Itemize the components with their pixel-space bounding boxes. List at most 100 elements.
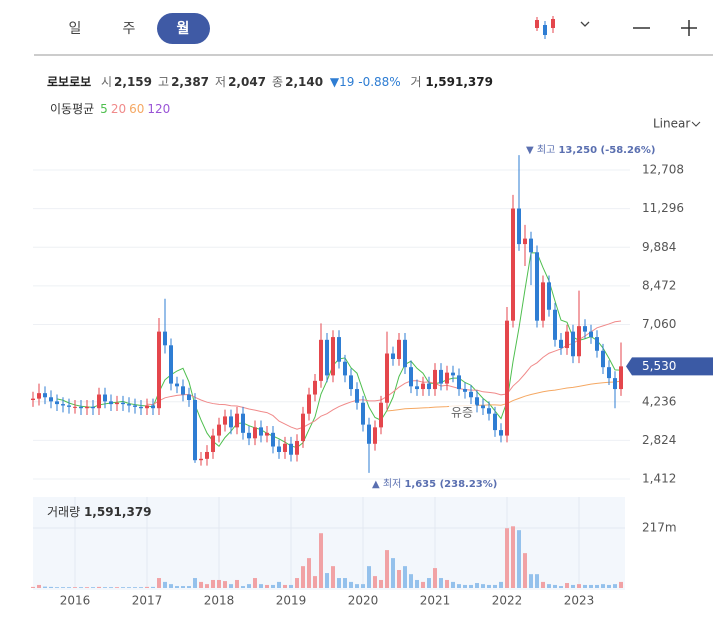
volume-bar (175, 586, 179, 588)
last-price-label: 5,530 (642, 359, 676, 373)
candle-body (301, 413, 305, 442)
field-key: 고 (158, 75, 170, 89)
volume-bar (157, 578, 161, 588)
field-key: 거 (410, 75, 422, 89)
candle-body (43, 393, 47, 398)
candle-body (571, 331, 575, 357)
candle-body (487, 408, 491, 414)
candle-body (385, 353, 389, 403)
dropdown-chevron[interactable] (580, 21, 590, 27)
zoom-in[interactable] (681, 20, 697, 36)
scale-chevron[interactable] (691, 121, 701, 127)
candle-body (151, 405, 155, 409)
volume-bar (55, 587, 59, 588)
volume-bar (199, 581, 203, 588)
x-tick-label: 2017 (132, 594, 163, 608)
volume-bar (619, 581, 623, 588)
max-value: 13,250 (-58.26%) (558, 145, 655, 156)
volume-bar (589, 584, 593, 588)
candle-body (379, 402, 383, 428)
field-key: 시 (101, 75, 113, 89)
chart-type-icon[interactable] (535, 16, 555, 39)
volume-bar (337, 578, 341, 588)
volume-bar (475, 583, 479, 588)
volume-bar (31, 586, 35, 588)
volume-bar (571, 584, 575, 588)
volume-bar (397, 570, 401, 588)
field-value: 1,591,379 (425, 75, 493, 89)
volume-bar (91, 587, 95, 588)
candle-body (271, 432, 275, 447)
max-annotation: ▼ 최고 13,250 (-58.26%) (526, 144, 655, 156)
volume-bar (517, 530, 521, 588)
candle-body (145, 405, 149, 409)
field-value: 2,140 (285, 75, 324, 89)
volume-bar (163, 581, 167, 588)
candle-body (31, 398, 35, 401)
scale-label[interactable]: Linear (653, 117, 690, 131)
change: ▼19 -0.88% (329, 75, 401, 89)
volume-bar (295, 578, 299, 588)
candle-body (91, 406, 95, 409)
candle-body (259, 427, 263, 436)
candle-body (295, 441, 299, 455)
y-tick-label: 4,236 (642, 394, 676, 408)
y-tick-label: 8,472 (642, 278, 676, 292)
volume-bar (529, 574, 533, 588)
tab-active-bg[interactable] (157, 13, 210, 44)
candle-body (187, 394, 191, 401)
candle-body (421, 383, 425, 390)
candle-body (553, 309, 557, 340)
candle-body (493, 413, 497, 431)
volume-bar (385, 550, 389, 588)
volume-bar (565, 583, 569, 588)
volume-bar (73, 587, 77, 588)
candle-body (475, 397, 479, 406)
volume-bar (505, 528, 509, 588)
candle-body (169, 345, 173, 384)
volume-bar (577, 584, 581, 588)
volume-bar (109, 587, 113, 588)
volume-bar (61, 587, 65, 588)
volume-bar (607, 584, 611, 588)
volume-bar (451, 581, 455, 588)
candle-body (205, 451, 209, 459)
candle-body (55, 401, 59, 405)
tab[interactable]: 주 (123, 21, 136, 37)
volume-bar (121, 587, 125, 588)
min-label: 최저 (383, 478, 401, 490)
volume-bar (331, 566, 335, 588)
plot: 1,412 2,824 4,236 7,060 8,472 9,884 11,296 12,7… (31, 155, 684, 608)
volume-bar (583, 584, 587, 588)
volume-bar (367, 566, 371, 588)
candle-body (79, 406, 83, 409)
volume-bar (463, 584, 467, 588)
tab[interactable]: 월 (177, 20, 190, 37)
candle-body (211, 435, 215, 452)
candle-body (175, 383, 179, 387)
volume-bar (289, 584, 293, 588)
candle-body (409, 367, 413, 387)
volume-bar (403, 566, 407, 588)
tab[interactable]: 일 (69, 21, 82, 37)
x-tick-label: 2020 (348, 594, 379, 608)
field-value: 2,047 (228, 75, 267, 89)
volume-bar (361, 584, 365, 588)
candle-body (511, 208, 515, 321)
candle-body (535, 252, 539, 321)
volume-bar (211, 579, 215, 588)
candle-body (373, 427, 377, 444)
candle-body (589, 331, 593, 338)
volume-bar (523, 553, 527, 588)
candle-body (247, 432, 251, 439)
volume-bar (499, 581, 503, 588)
candle-body (337, 337, 341, 362)
candle-body (547, 282, 551, 310)
volume-bar (301, 566, 305, 588)
volume-bar (553, 584, 557, 588)
candle-body (289, 443, 293, 455)
candle-body (481, 405, 485, 409)
volume-bar (319, 533, 323, 588)
candle-body (277, 446, 281, 452)
